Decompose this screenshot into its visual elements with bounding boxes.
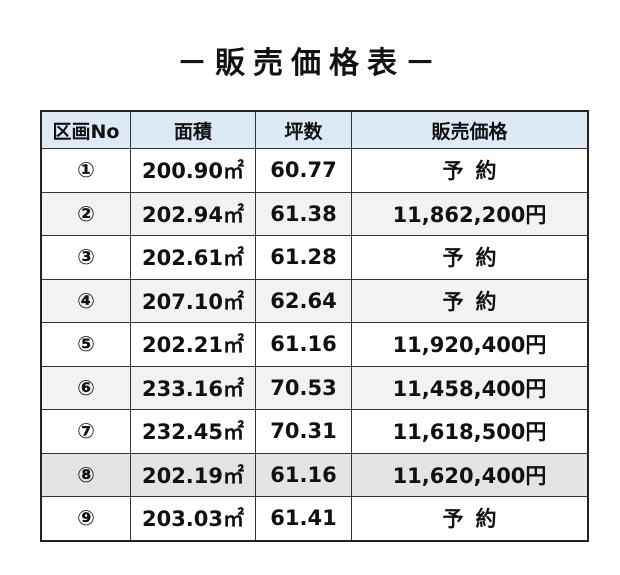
table-row: ① 200.90㎡ 60.77 予約	[40, 148, 589, 193]
table-cell: ⑨	[40, 496, 131, 541]
price-cell: 予約	[351, 235, 589, 280]
table-cell: 202.19㎡	[130, 452, 256, 497]
table-row: ② 202.94㎡ 61.38 11,862,200円	[40, 191, 589, 236]
table-cell: ⑥	[40, 365, 131, 410]
column-header: 区画No	[40, 110, 131, 149]
table-cell: ⑧	[40, 452, 131, 497]
table-row: ⑨ 203.03㎡ 61.41 予約	[40, 496, 589, 541]
table-cell: 232.45㎡	[130, 409, 256, 454]
table-cell: ①	[40, 148, 131, 193]
table-cell: 200.90㎡	[130, 148, 256, 193]
table-cell: ⑦	[40, 409, 131, 454]
column-header: 面積	[130, 110, 256, 149]
table-cell: 61.16	[255, 452, 352, 497]
table-cell: 202.94㎡	[130, 191, 256, 236]
table-row: ⑦ 232.45㎡ 70.31 11,618,500円	[40, 409, 589, 454]
table-cell: ③	[40, 235, 131, 280]
table-cell: 202.21㎡	[130, 322, 256, 367]
price-cell: 予約	[351, 496, 589, 541]
table-cell: 70.53	[255, 365, 352, 410]
table-cell: 61.16	[255, 322, 352, 367]
price-cell: 予約	[351, 278, 589, 323]
table-cell: 61.28	[255, 235, 352, 280]
price-cell: 11,920,400円	[351, 322, 589, 367]
table-cell: 61.41	[255, 496, 352, 541]
page-title: －販売価格表－	[177, 46, 443, 81]
price-cell: 11,862,200円	[351, 191, 589, 236]
table-cell: 70.31	[255, 409, 352, 454]
table-cell: 233.16㎡	[130, 365, 256, 410]
table-cell: ④	[40, 278, 131, 323]
table-cell: 62.64	[255, 278, 352, 323]
table-cell: ⑤	[40, 322, 131, 367]
price-cell: 予約	[351, 148, 589, 193]
column-header: 坪数	[255, 110, 352, 149]
table-cell: 60.77	[255, 148, 352, 193]
header-row: 区画No 面積 坪数 販売価格	[40, 110, 589, 149]
table-row: ⑧ 202.19㎡ 61.16 11,620,400円	[40, 452, 589, 497]
table-cell: 61.38	[255, 191, 352, 236]
table-body: ① 200.90㎡ 60.77 予約 ② 202.94㎡ 61.38 11,862,200円 ③…	[40, 148, 589, 541]
table-cell: 207.10㎡	[130, 278, 256, 323]
table-cell: ②	[40, 191, 131, 236]
price-table: 区画No 面積 坪数 販売価格 ① 200.90㎡ 60.77 予約 ② 202.94㎡ 61.3…	[40, 110, 589, 542]
table-row: ④ 207.10㎡ 62.64 予約	[40, 278, 589, 323]
table-row: ⑥ 233.16㎡ 70.53 11,458,400円	[40, 365, 589, 410]
table-row: ⑤ 202.21㎡ 61.16 11,920,400円	[40, 322, 589, 367]
price-cell: 11,618,500円	[351, 409, 589, 454]
price-cell: 11,458,400円	[351, 365, 589, 410]
table-cell: 202.61㎡	[130, 235, 256, 280]
price-cell: 11,620,400円	[351, 452, 589, 497]
column-header: 販売価格	[351, 110, 589, 149]
table-cell: 203.03㎡	[130, 496, 256, 541]
table-row: ③ 202.61㎡ 61.28 予約	[40, 235, 589, 280]
